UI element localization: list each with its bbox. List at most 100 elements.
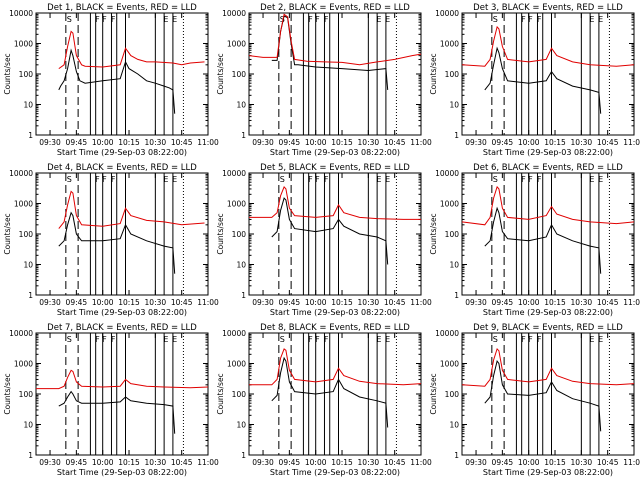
x-tick-label: 10:30 bbox=[145, 298, 167, 307]
y-axis-label: Counts/sec bbox=[3, 373, 12, 414]
x-tick-label: 11:00 bbox=[623, 298, 640, 307]
y-tick-label: 100 bbox=[232, 230, 247, 239]
marker-letter: E bbox=[385, 175, 390, 184]
marker-letter: E bbox=[589, 175, 594, 184]
marker-letter: F bbox=[324, 175, 329, 184]
y-tick-label: 1000 bbox=[440, 200, 459, 209]
panel-title: Det 6, BLACK = Events, RED = LLD bbox=[473, 163, 623, 173]
marker-letter: F bbox=[537, 15, 542, 24]
y-tick-label: 10 bbox=[23, 421, 33, 430]
plot-frame bbox=[461, 332, 635, 456]
marker-letter: E bbox=[163, 175, 168, 184]
x-tick-label: 10:30 bbox=[571, 458, 593, 467]
chart-panel-8: Det 8, BLACK = Events, RED = LLD 1 10 100 10… bbox=[216, 323, 432, 477]
y-tick-label: 10 bbox=[449, 421, 459, 430]
x-tick-label: 10:30 bbox=[358, 298, 380, 307]
marker-letter: F bbox=[528, 175, 533, 184]
marker-letter: F bbox=[308, 335, 313, 344]
x-tick-label: 10:30 bbox=[358, 138, 380, 147]
chart-panel-3: Det 3, BLACK = Events, RED = LLD 1 10 100 10… bbox=[429, 3, 640, 157]
x-tick-label: 09:30 bbox=[252, 458, 274, 467]
plot-frame bbox=[248, 332, 422, 456]
plot-frame bbox=[35, 332, 209, 456]
y-tick-label: 100 bbox=[445, 230, 460, 239]
marker-letter: F bbox=[95, 15, 100, 24]
x-axis-label: Start Time (29-Sep-03 08:22:00) bbox=[483, 468, 613, 477]
panel-title: Det 4, BLACK = Events, RED = LLD bbox=[47, 163, 197, 173]
series-line-lld bbox=[58, 30, 205, 70]
x-axis-label: Start Time (29-Sep-03 08:22:00) bbox=[270, 308, 400, 317]
marker-letter: F bbox=[308, 175, 313, 184]
series-line-lld bbox=[248, 13, 422, 66]
y-tick-label: 1000 bbox=[440, 360, 459, 369]
x-tick-label: 09:45 bbox=[279, 458, 301, 467]
x-tick-label: 09:45 bbox=[66, 298, 88, 307]
x-tick-label: 10:00 bbox=[92, 138, 114, 147]
x-tick-label: 09:30 bbox=[465, 458, 487, 467]
y-tick-label: 10 bbox=[23, 261, 33, 270]
y-tick-label: 100 bbox=[232, 390, 247, 399]
y-tick-label: 10 bbox=[236, 101, 246, 110]
y-axis-label: Counts/sec bbox=[216, 213, 225, 254]
y-tick-label: 1 bbox=[28, 291, 33, 300]
x-axis-label: Start Time (29-Sep-03 08:22:00) bbox=[270, 148, 400, 157]
x-tick-label: 10:15 bbox=[544, 298, 566, 307]
y-tick-label: 100 bbox=[19, 70, 34, 79]
x-tick-label: 10:30 bbox=[571, 138, 593, 147]
marker-letter: E bbox=[163, 335, 168, 344]
marker-letter: E bbox=[598, 15, 603, 24]
marker-letter: S bbox=[493, 175, 498, 184]
x-tick-label: 10:15 bbox=[118, 138, 140, 147]
x-tick-label: 09:30 bbox=[39, 138, 61, 147]
x-tick-label: 10:00 bbox=[305, 458, 327, 467]
x-tick-label: 09:30 bbox=[465, 298, 487, 307]
y-axis-label: Counts/sec bbox=[3, 213, 12, 254]
marker-letter: F bbox=[521, 335, 526, 344]
x-tick-label: 10:45 bbox=[597, 298, 619, 307]
marker-letter: E bbox=[376, 15, 381, 24]
x-tick-label: 11:00 bbox=[410, 458, 432, 467]
x-tick-label: 10:15 bbox=[118, 458, 140, 467]
x-tick-label: 10:45 bbox=[384, 298, 406, 307]
y-tick-label: 100 bbox=[19, 230, 34, 239]
marker-letter: F bbox=[315, 335, 320, 344]
x-tick-label: 10:00 bbox=[92, 298, 114, 307]
marker-letter: F bbox=[102, 175, 107, 184]
x-tick-label: 11:00 bbox=[197, 298, 219, 307]
chart-panel-6: Det 6, BLACK = Events, RED = LLD 1 10 100 10… bbox=[429, 163, 640, 317]
series-line-events bbox=[271, 197, 389, 265]
y-tick-label: 1000 bbox=[227, 360, 246, 369]
series-line-lld bbox=[249, 348, 422, 386]
marker-letter: S bbox=[280, 15, 285, 24]
marker-letter: E bbox=[589, 15, 594, 24]
x-axis-label: Start Time (29-Sep-03 08:22:00) bbox=[57, 308, 187, 317]
x-tick-label: 10:30 bbox=[571, 298, 593, 307]
panel-title: Det 5, BLACK = Events, RED = LLD bbox=[260, 163, 410, 173]
x-tick-label: 11:00 bbox=[410, 138, 432, 147]
y-tick-label: 1 bbox=[454, 131, 459, 140]
marker-letter: F bbox=[521, 15, 526, 24]
marker-letter: E bbox=[172, 15, 177, 24]
y-tick-label: 100 bbox=[232, 70, 247, 79]
chart-panel-4: Det 4, BLACK = Events, RED = LLD 1 10 100 10… bbox=[3, 163, 219, 317]
y-tick-label: 1000 bbox=[227, 40, 246, 49]
marker-letter: E bbox=[385, 15, 390, 24]
marker-letter: S bbox=[280, 175, 285, 184]
marker-letter: F bbox=[324, 335, 329, 344]
marker-letter: F bbox=[95, 335, 100, 344]
y-tick-label: 1 bbox=[241, 451, 246, 460]
x-tick-label: 11:00 bbox=[623, 458, 640, 467]
x-tick-label: 09:30 bbox=[39, 458, 61, 467]
x-axis-label: Start Time (29-Sep-03 08:22:00) bbox=[270, 468, 400, 477]
panel-title: Det 1, BLACK = Events, RED = LLD bbox=[47, 3, 197, 13]
panel-title: Det 7, BLACK = Events, RED = LLD bbox=[47, 323, 197, 333]
marker-letter: S bbox=[67, 175, 72, 184]
y-axis-label: Counts/sec bbox=[429, 373, 438, 414]
x-tick-label: 09:30 bbox=[39, 298, 61, 307]
marker-letter: E bbox=[598, 335, 603, 344]
marker-letter: F bbox=[521, 175, 526, 184]
y-tick-label: 1 bbox=[28, 131, 33, 140]
x-tick-label: 10:00 bbox=[92, 458, 114, 467]
x-axis-label: Start Time (29-Sep-03 08:22:00) bbox=[57, 148, 187, 157]
